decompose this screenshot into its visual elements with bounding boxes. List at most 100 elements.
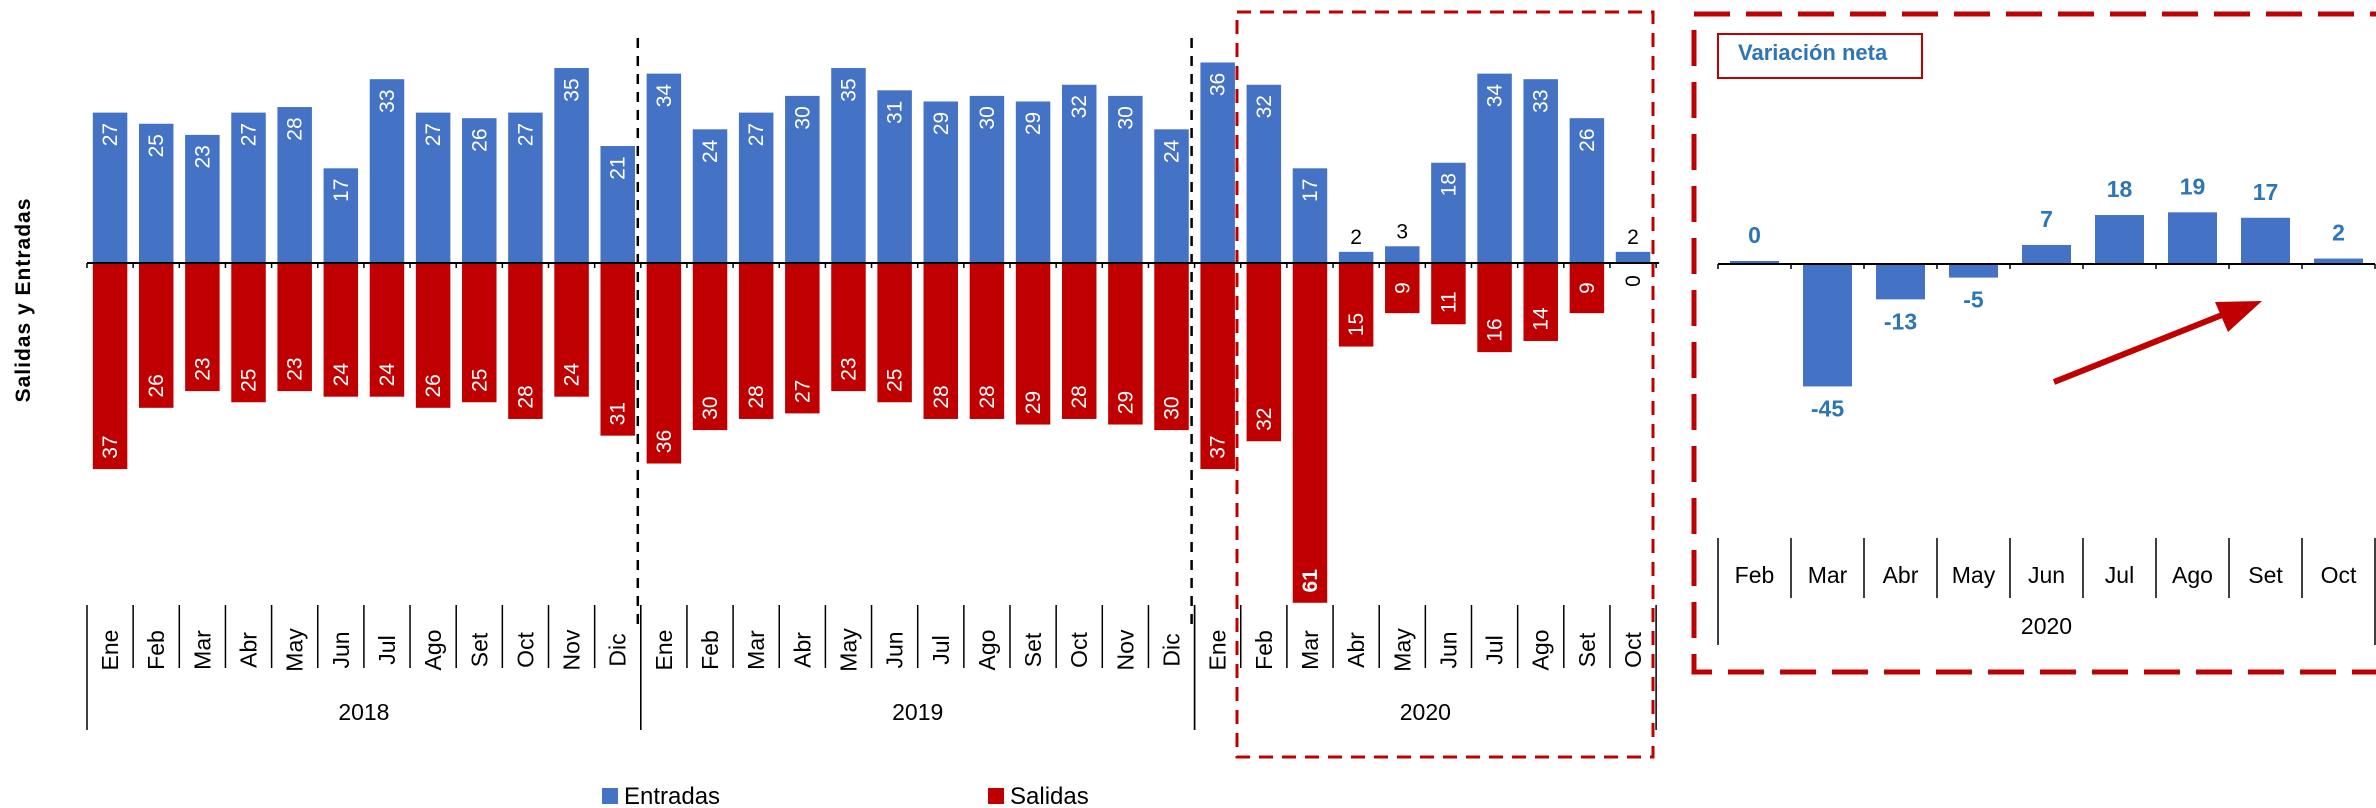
bar-net-variation xyxy=(2241,217,2290,264)
x-tick-label: Abr xyxy=(789,632,815,668)
x-tick-label: Set xyxy=(2248,562,2283,588)
legend-swatch-salidas xyxy=(988,788,1004,804)
value-label-entradas: 25 xyxy=(145,134,168,157)
value-label-salidas: 27 xyxy=(791,380,814,403)
value-label-salidas: 29 xyxy=(1022,391,1045,414)
x-tick-label: Ago xyxy=(2172,562,2213,588)
value-label-entradas: 17 xyxy=(330,179,353,202)
value-label-net: 0 xyxy=(1748,222,1761,248)
bar-entradas xyxy=(923,101,959,263)
x-tick-label: Feb xyxy=(697,630,723,670)
bar-entradas xyxy=(462,118,497,264)
value-label-salidas: 15 xyxy=(1345,313,1368,336)
bar-net-variation xyxy=(2095,215,2144,264)
value-label-salidas: 37 xyxy=(1207,435,1230,458)
bar-salidas xyxy=(462,263,497,403)
value-label-salidas: 29 xyxy=(1114,391,1137,414)
x-tick-label: Jun xyxy=(2028,562,2065,588)
bar-salidas xyxy=(185,263,220,392)
value-label-salidas: 24 xyxy=(330,363,353,387)
x-tick-label: Feb xyxy=(143,630,169,670)
bar-salidas xyxy=(508,263,543,419)
value-label-entradas: 34 xyxy=(653,84,676,108)
value-label-salidas: 23 xyxy=(837,357,860,380)
x-year-label: 2019 xyxy=(892,699,943,725)
x-tick-label: Jun xyxy=(328,631,354,668)
x-tick-label: Oct xyxy=(1620,632,1646,668)
value-label-salidas: 9 xyxy=(1391,282,1414,294)
value-label-net: -5 xyxy=(1963,287,1984,313)
bar-entradas xyxy=(138,123,174,263)
legend: Entradas Salidas xyxy=(602,783,1089,808)
value-label-net: -45 xyxy=(1811,395,1844,421)
bar-salidas xyxy=(1246,263,1282,442)
bar-salidas xyxy=(277,263,312,392)
value-label-entradas: 36 xyxy=(1207,73,1230,96)
bar-entradas xyxy=(1015,101,1051,263)
bar-net-variation xyxy=(2168,212,2217,264)
bar-entradas xyxy=(554,68,589,263)
bar-salidas xyxy=(738,263,774,419)
value-label-salidas: 28 xyxy=(1068,385,1091,408)
bar-salidas xyxy=(877,263,912,403)
value-label-net: 18 xyxy=(2107,176,2133,202)
value-label-salidas: 28 xyxy=(745,385,768,408)
value-label-entradas: 27 xyxy=(422,123,445,146)
x-tick-label: Feb xyxy=(1735,562,1775,588)
y-axis-title: Salidas y Entradas xyxy=(12,198,35,403)
x-tick-label: Ago xyxy=(974,630,1000,671)
bar-entradas xyxy=(1061,84,1097,263)
bar-entradas xyxy=(1154,129,1189,263)
value-label-entradas: 27 xyxy=(514,123,537,146)
value-label-entradas: 2 xyxy=(1350,226,1362,249)
bar-salidas xyxy=(323,263,359,397)
bar-salidas xyxy=(785,263,820,414)
x-year-label: 2020 xyxy=(2021,613,2072,639)
value-label-entradas: 30 xyxy=(791,106,814,129)
value-label-entradas: 24 xyxy=(699,139,722,163)
bar-entradas xyxy=(185,134,220,263)
value-label-salidas: 11 xyxy=(1437,291,1460,313)
value-label-entradas: 29 xyxy=(930,112,953,135)
value-label-salidas: 26 xyxy=(422,374,445,397)
x-tick-label: Nov xyxy=(559,629,585,670)
x-tick-label: May xyxy=(1389,628,1415,672)
x-tick-label: Abr xyxy=(1883,562,1919,588)
net-variation-title-box xyxy=(1717,33,1923,79)
bar-entradas xyxy=(323,168,359,263)
bar-salidas xyxy=(1292,263,1328,603)
value-label-salidas: 28 xyxy=(976,385,999,408)
bar-net-variation xyxy=(1803,264,1852,387)
x-tick-label: Oct xyxy=(1066,632,1092,668)
x-tick-label: Ene xyxy=(97,630,123,671)
legend-swatch-entradas xyxy=(602,788,618,804)
x-tick-label: Dic xyxy=(1159,633,1185,666)
bar-salidas xyxy=(831,263,866,392)
value-label-salidas: 28 xyxy=(514,385,537,408)
x-tick-label: Jul xyxy=(928,635,954,664)
value-label-salidas: 14 xyxy=(1530,307,1553,331)
x-tick-label: Mar xyxy=(1297,630,1323,670)
value-label-entradas: 17 xyxy=(1299,179,1322,202)
value-label-net: 7 xyxy=(2040,206,2053,232)
value-label-entradas: 27 xyxy=(99,123,122,146)
bar-salidas xyxy=(1154,263,1189,431)
value-label-entradas: 30 xyxy=(1114,106,1137,129)
bar-salidas xyxy=(554,263,589,397)
bar-salidas xyxy=(1523,263,1558,341)
bar-net-variation xyxy=(2314,258,2363,264)
bar-entradas xyxy=(1615,251,1651,263)
legend-label-entradas: Entradas xyxy=(624,783,720,808)
x-tick-label: Mar xyxy=(743,630,769,670)
bar-entradas xyxy=(785,95,820,264)
bar-entradas xyxy=(877,90,912,263)
bar-salidas xyxy=(369,263,405,397)
x-year-label: 2018 xyxy=(338,699,389,725)
bar-net-variation xyxy=(1949,264,1998,278)
bar-salidas xyxy=(138,263,174,408)
value-label-entradas: 34 xyxy=(1484,84,1507,108)
legend-label-salidas: Salidas xyxy=(1010,783,1089,808)
bar-net-variation xyxy=(2022,244,2071,264)
value-label-entradas: 26 xyxy=(1576,129,1599,152)
x-tick-label: Set xyxy=(1574,632,1600,667)
